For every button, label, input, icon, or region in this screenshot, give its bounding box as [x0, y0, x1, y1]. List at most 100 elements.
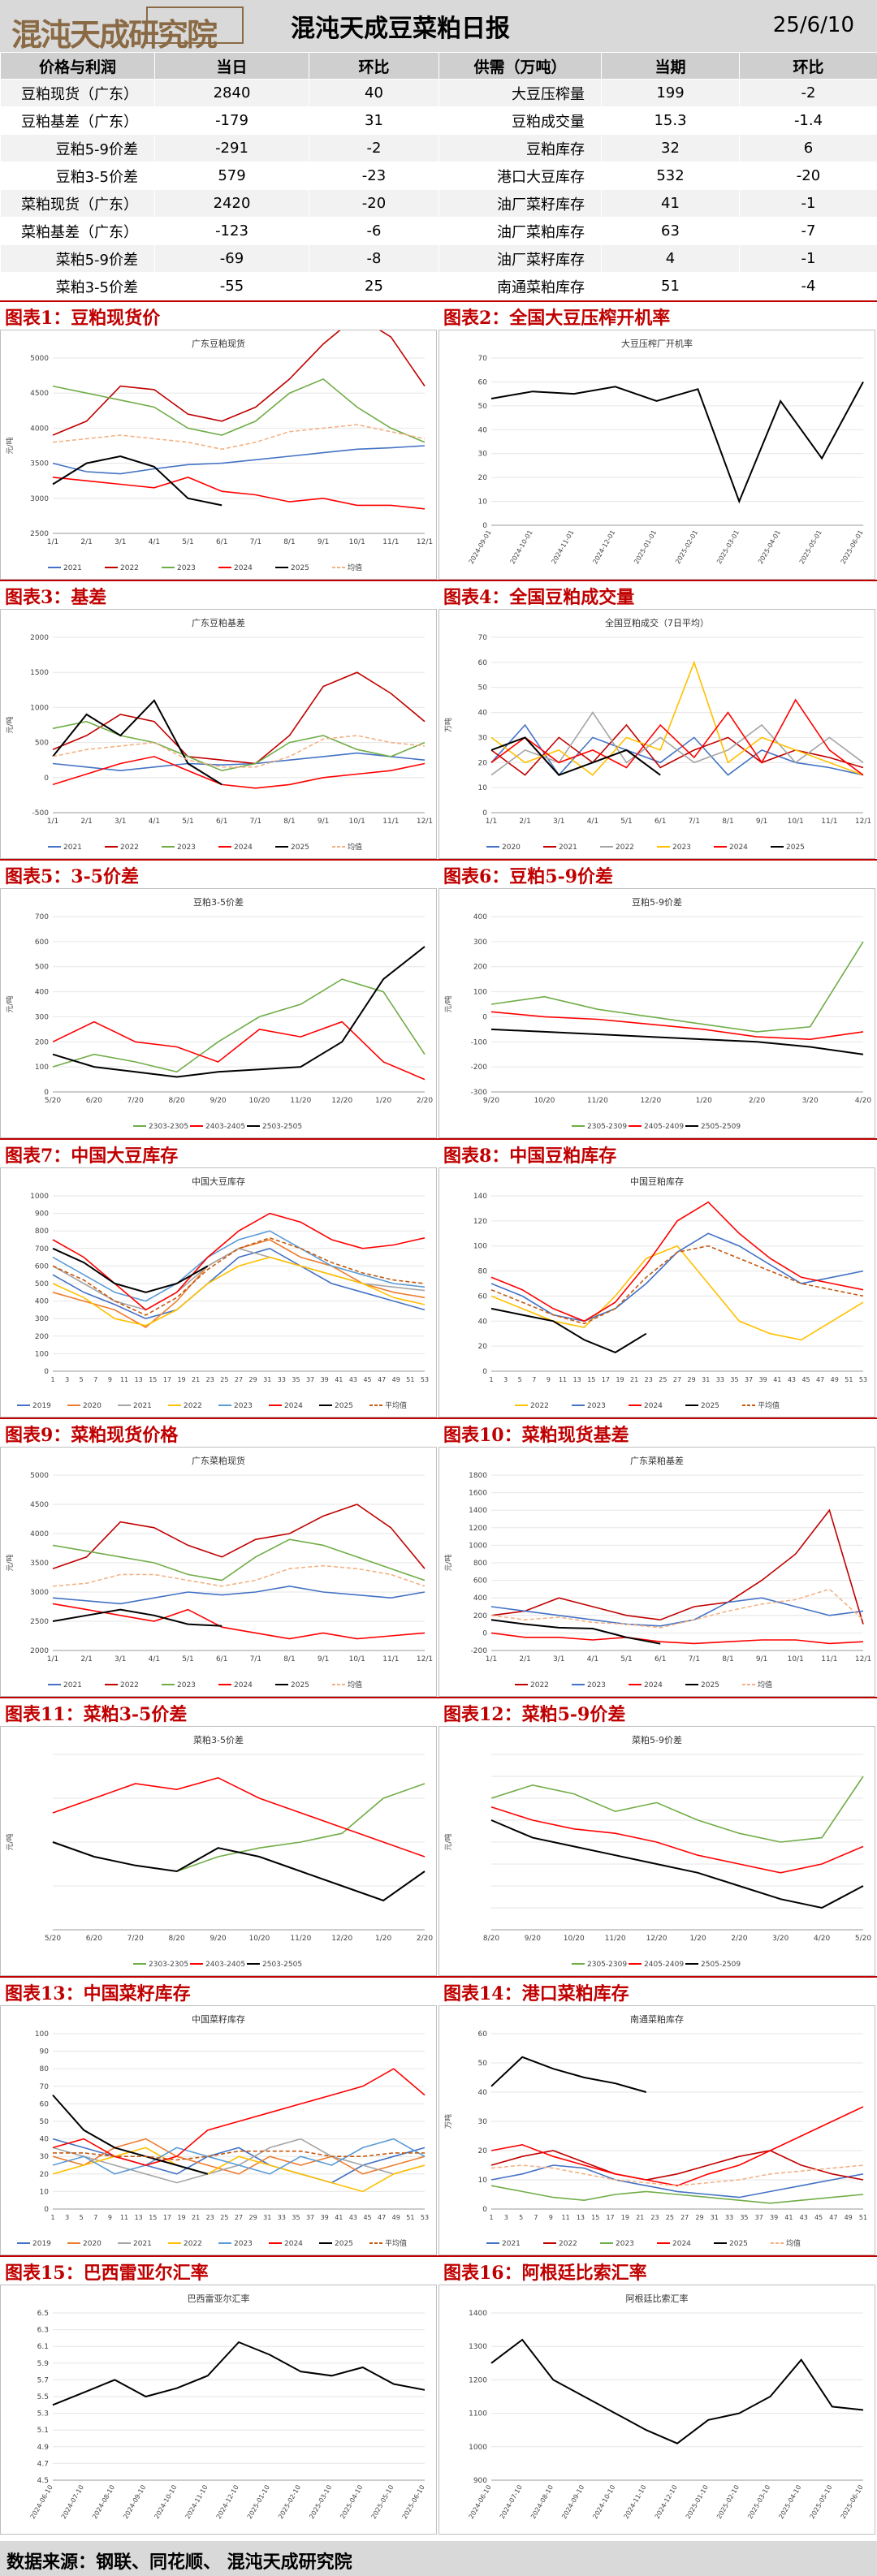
x-tick-label: 2/20 [417, 1097, 433, 1105]
y-tick-label: 0 [482, 809, 487, 818]
x-tick-label: 3/20 [772, 1935, 788, 1943]
chart-frame: 全国豆粕成交（7日平均） 万吨 70 60 50 40 30 20 10 0 1/1 2/1 3/1 4/… [438, 609, 875, 859]
legend-label: 2505-2509 [701, 1123, 741, 1131]
x-tick-label: 8/1 [283, 538, 295, 546]
table-row: 豆粕基差（广东） -179 31 豆粕成交量 15.3 -1.4 [0, 106, 877, 135]
series-line [490, 1819, 864, 1909]
legend-label: 2022 [616, 844, 634, 852]
x-tick-label: 2025-03-10 [308, 2484, 333, 2521]
legend-label: 2022 [120, 564, 139, 572]
x-tick-label: 12/20 [331, 1935, 352, 1943]
y-tick-label: 10 [478, 2177, 488, 2185]
x-tick-label: 6/20 [86, 1935, 102, 1943]
x-tick-label: 21 [192, 1376, 200, 1383]
metric-value-cell: -179 [154, 106, 309, 135]
x-tick-label: 2025-03-01 [715, 529, 741, 566]
y-tick-label: 1000 [30, 704, 49, 712]
metric-name-cell: 油厂菜粕库存 [438, 217, 602, 245]
series-line [490, 723, 864, 776]
metric-value-cell: -20 [309, 189, 439, 218]
metric-name-cell: 豆粕5-9价差 [0, 134, 155, 162]
metric-name-cell: 菜粕3-5价差 [0, 272, 155, 300]
legend-label: 2024 [672, 2240, 691, 2248]
series-line [53, 2150, 425, 2161]
legend-label: 2025 [701, 1402, 719, 1410]
x-tick-label: 39 [759, 1376, 767, 1383]
legend-label: 2022 [530, 1681, 549, 1689]
metric-value-cell: 31 [309, 106, 439, 135]
y-tick-label: 100 [35, 2030, 49, 2039]
x-tick-label: 11 [120, 2214, 128, 2221]
chart-frame: 广东菜粕基差 元/吨 1800 1600 1400 1200 1000 800 600 400 20… [438, 1447, 875, 1697]
x-tick-label: 1/20 [696, 1097, 712, 1105]
y-axis-label: 万吨 [443, 2114, 453, 2129]
x-tick-label: 9 [549, 2214, 553, 2221]
source-note: 数据来源：钢联、同花顺、 混沌天成研究院 [6, 2552, 352, 2573]
x-tick-label: 29 [249, 2214, 257, 2221]
x-tick-label: 12/1 [855, 1655, 871, 1663]
x-tick-label: 2025-01-10 [685, 2484, 710, 2521]
series-line [52, 2094, 209, 2175]
y-tick-label: 800 [35, 1228, 49, 1236]
legend-label: 2023 [234, 2240, 253, 2248]
y-tick-label: 1400 [469, 2310, 487, 2318]
x-tick-label: 3/20 [801, 1097, 818, 1105]
legend-label: 2023 [587, 1681, 606, 1689]
x-tick-label: 5/1 [182, 538, 193, 546]
chart-frame: 中国菜籽库存 100 90 80 70 60 50 40 30 20 10 0 1 3 5 7 9 11 13 15 1… [0, 2005, 437, 2255]
x-tick-label: 31 [702, 1376, 710, 1383]
legend-label: 2020 [83, 2240, 102, 2248]
x-tick-label: 12/1 [417, 538, 433, 546]
x-tick-label: 4/20 [814, 1935, 830, 1943]
x-tick-label: 1 [489, 1376, 493, 1383]
x-tick-label: 51 [845, 1376, 853, 1383]
x-tick-label: 7/1 [250, 818, 261, 826]
y-tick-label: 5.3 [37, 2410, 49, 2419]
y-tick-label: 1000 [469, 2444, 487, 2452]
x-tick-label: 33 [278, 2214, 286, 2221]
series-line [52, 756, 426, 789]
y-tick-label: 50 [40, 2118, 50, 2126]
y-tick-label: 900 [473, 2477, 487, 2485]
y-tick-label: 80 [478, 1268, 488, 1276]
series-line [490, 1201, 864, 1323]
chart-title: 菜粕5-9价差 [632, 1734, 682, 1745]
chart-title: 广东豆粕基差 [192, 617, 245, 628]
chart-panel-title: 图表1：豆粕现货价 [5, 308, 161, 329]
metric-value-cell: -55 [154, 272, 309, 300]
y-tick-label: 2500 [30, 1618, 49, 1626]
chart-panel-title: 图表12：菜粕5-9价差 [443, 1704, 626, 1725]
y-tick-label: 4.9 [37, 2444, 50, 2452]
legend-label: 2022 [559, 2240, 577, 2248]
y-tick-label: 10 [40, 2188, 50, 2196]
y-tick-label: 4500 [30, 1501, 49, 1509]
series-line [490, 2164, 864, 2198]
chart-panel-title: 图表5：3-5价差 [5, 866, 140, 887]
x-tick-label: 11 [120, 1376, 128, 1383]
series-line [52, 1256, 426, 1327]
x-tick-label: 35 [730, 1376, 738, 1383]
x-tick-label: 21 [630, 1376, 638, 1383]
chart-panel: 图表15：巴西雷亚尔汇率 巴西雷亚尔汇率 6.5 6.3 6.1 5.9 5.7 5.5 5.3… [0, 2255, 438, 2535]
chart-frame: 豆粕5-9价差 元/吨 400 300 200 100 0 -100 -200 -300 9/20 1… [438, 888, 875, 1138]
legend-label: 2020 [83, 1402, 102, 1410]
logo-box [146, 6, 244, 44]
x-tick-label: 41 [335, 2214, 343, 2221]
chart-panel-title: 图表4：全国豆粕成交量 [443, 587, 635, 608]
series-line [490, 1588, 864, 1629]
x-tick-label: 4/1 [587, 1655, 598, 1663]
x-tick-label: 5/20 [45, 1935, 61, 1943]
chart-panel-title: 图表9：菜粕现货价格 [5, 1425, 179, 1446]
y-tick-label: 5000 [30, 1472, 49, 1480]
x-tick-label: 6/1 [216, 1655, 227, 1663]
y-tick-label: 70 [478, 634, 488, 642]
x-tick-label: 49 [392, 2214, 400, 2221]
metric-name-cell: 油厂菜籽库存 [438, 189, 602, 218]
series-line [490, 2185, 864, 2204]
x-tick-label: 2025-05-10 [809, 2484, 834, 2521]
y-tick-label: 40 [478, 1318, 488, 1326]
x-tick-label: 19 [177, 2214, 185, 2221]
chart-panel-title: 图表6：豆粕5-9价差 [443, 866, 614, 887]
